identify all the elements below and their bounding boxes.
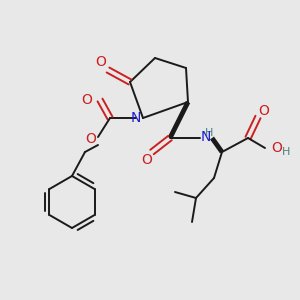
Text: O: O xyxy=(142,153,152,167)
Text: O: O xyxy=(85,132,96,146)
Text: N: N xyxy=(131,111,141,125)
Text: N: N xyxy=(201,130,211,144)
Text: H: H xyxy=(282,147,290,157)
Text: O: O xyxy=(259,104,269,118)
Text: H: H xyxy=(205,128,213,138)
Text: O: O xyxy=(271,141,282,155)
Text: O: O xyxy=(96,55,106,69)
Text: O: O xyxy=(81,93,92,107)
